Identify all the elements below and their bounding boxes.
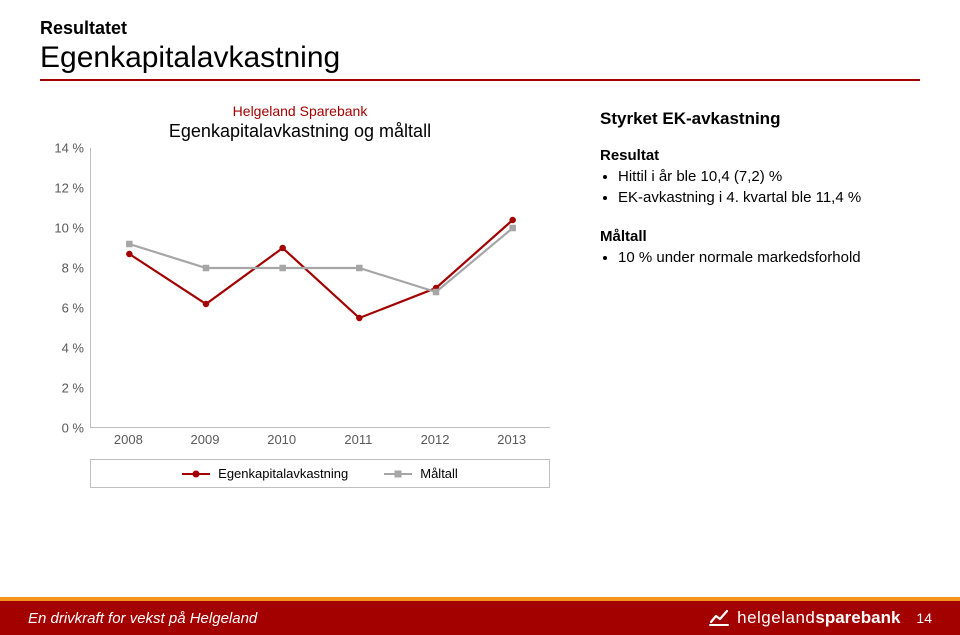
footer-brand: helgelandsparebank 14 (707, 606, 932, 630)
sidebar-bullet: 10 % under normale markedsforhold (618, 247, 920, 268)
sidebar-title: Styrket EK-avkastning (600, 109, 920, 129)
series-marker (510, 225, 515, 231)
series-marker (280, 265, 286, 271)
content-row: Helgeland Sparebank Egenkapitalavkastnin… (0, 81, 960, 488)
legend-item: Måltall (384, 466, 458, 481)
x-axis-label: 2010 (243, 432, 320, 447)
header-title: Egenkapitalavkastning (40, 41, 920, 75)
legend: Egenkapitalavkastning Måltall (90, 459, 550, 488)
chart-subtitle: Egenkapitalavkastning og måltall (40, 121, 560, 142)
plot-svg (91, 148, 551, 428)
sidebar-bullet: EK-avkastning i 4. kvartal ble 11,4 % (618, 187, 920, 208)
y-axis-label: 12 % (40, 181, 84, 196)
legend-label: Egenkapitalavkastning (218, 466, 348, 481)
x-axis-label: 2009 (167, 432, 244, 447)
sidebar-g1-label: Resultat (600, 145, 920, 166)
sidebar-g1-list: Hittil i år ble 10,4 (7,2) % EK-avkastni… (600, 166, 920, 208)
sidebar-g2-list: 10 % under normale markedsforhold (600, 247, 920, 268)
y-axis-label: 4 % (40, 341, 84, 356)
footer-tagline: En drivkraft for vekst på Helgeland (28, 610, 257, 627)
y-axis-labels: 0 %2 %4 %6 %8 %10 %12 %14 % (40, 148, 88, 428)
chart-column: Helgeland Sparebank Egenkapitalavkastnin… (40, 103, 560, 488)
series-marker (127, 241, 133, 247)
plot-area (90, 148, 550, 428)
x-axis-label: 2013 (473, 432, 550, 447)
series-marker (203, 301, 209, 307)
chart-bank-name: Helgeland Sparebank (40, 103, 560, 119)
chart-header: Helgeland Sparebank Egenkapitalavkastnin… (40, 103, 560, 142)
series-marker (357, 265, 363, 271)
footer-bar: En drivkraft for vekst på Helgeland helg… (0, 601, 960, 635)
sidebar-group-2: Måltall 10 % under normale markedsforhol… (600, 226, 920, 268)
header-sup: Resultatet (40, 18, 920, 39)
y-axis-label: 6 % (40, 301, 84, 316)
x-axis-label: 2011 (320, 432, 397, 447)
sidebar: Styrket EK-avkastning Resultat Hittil i … (560, 103, 920, 488)
brand-logo-icon (707, 606, 731, 630)
series-marker (510, 217, 515, 223)
y-axis-label: 2 % (40, 381, 84, 396)
y-axis-label: 10 % (40, 221, 84, 236)
x-axis-label: 2008 (90, 432, 167, 447)
slide-root: Resultatet Egenkapitalavkastning Helgela… (0, 0, 960, 635)
legend-label: Måltall (420, 466, 458, 481)
sidebar-bullet: Hittil i år ble 10,4 (7,2) % (618, 166, 920, 187)
series-marker (127, 251, 133, 257)
sidebar-g2-label: Måltall (600, 226, 920, 247)
series-marker (280, 245, 286, 251)
page-number: 14 (916, 610, 932, 626)
y-axis-label: 0 % (40, 421, 84, 436)
header: Resultatet Egenkapitalavkastning (0, 0, 960, 81)
x-axis-labels: 200820092010201120122013 (90, 432, 550, 447)
x-axis-label: 2012 (397, 432, 474, 447)
series-marker (433, 289, 439, 295)
brand-text: helgelandsparebank (737, 608, 900, 628)
series-marker (357, 315, 363, 321)
sidebar-group-1: Resultat Hittil i år ble 10,4 (7,2) % EK… (600, 145, 920, 208)
brand-part-2: sparebank (815, 608, 900, 627)
y-axis-label: 8 % (40, 261, 84, 276)
footer: En drivkraft for vekst på Helgeland helg… (0, 597, 960, 635)
y-axis-label: 14 % (40, 141, 84, 156)
chart-wrap: 0 %2 %4 %6 %8 %10 %12 %14 % 200820092010… (40, 148, 560, 488)
series-marker (203, 265, 209, 271)
brand-part-1: helgeland (737, 608, 815, 627)
legend-item: Egenkapitalavkastning (182, 466, 348, 481)
